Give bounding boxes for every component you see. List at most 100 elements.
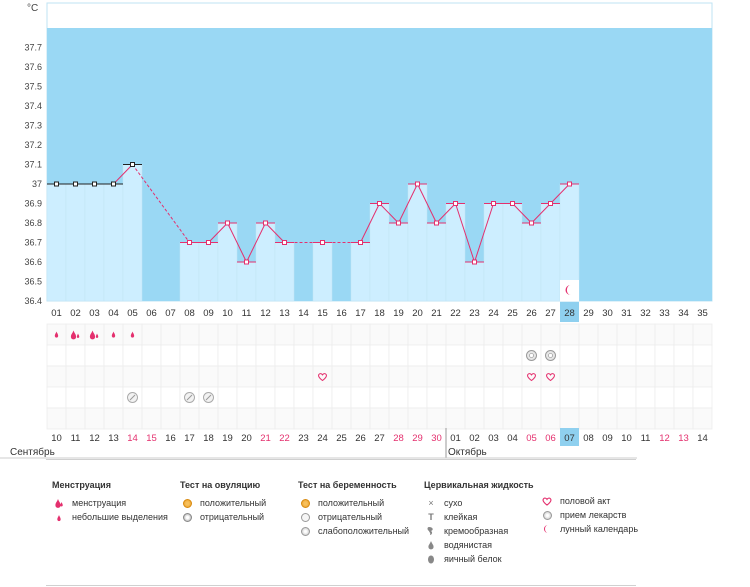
marker-cell (635, 407, 656, 430)
drop-small-icon (52, 511, 66, 523)
marker-cell (65, 407, 86, 430)
marker-cell (407, 344, 428, 367)
temperature-point (529, 220, 534, 226)
marker-cell (464, 407, 485, 430)
legend-pregnancy: Тест на беременность положительный отриц… (298, 480, 409, 538)
marker-cell (483, 323, 504, 346)
marker-cell (540, 407, 561, 430)
marker-cell (312, 344, 333, 367)
calendar-date-label: 03 (488, 433, 499, 444)
marker-cell (198, 323, 219, 346)
marker-cell (179, 323, 200, 346)
marker-cell (635, 323, 656, 346)
marker-cell (540, 365, 561, 388)
y-tick-label: 36.4 (24, 296, 42, 306)
legend-item: половой акт (540, 494, 638, 508)
marker-cell (141, 386, 162, 409)
marker-cell (217, 407, 238, 430)
sticky-icon: T (428, 512, 434, 522)
marker-cell (559, 365, 580, 388)
cycle-day-label: 30 (602, 308, 613, 319)
temperature-point (377, 201, 382, 206)
drop-full-icon (52, 497, 66, 509)
marker-cell (692, 365, 713, 388)
marker-cell (673, 323, 694, 346)
current-date-highlight (560, 428, 579, 446)
marker-cell (331, 344, 352, 367)
legend-item: яичный белок (424, 552, 534, 566)
moon-cell (560, 280, 579, 301)
calendar-date-label: 02 (469, 433, 480, 444)
temperature-line (436, 203, 456, 224)
temperature-bar (179, 242, 200, 302)
marker-cell (160, 407, 181, 430)
temperature-point (111, 181, 116, 187)
calendar-date-label: 11 (71, 433, 81, 444)
marker-cell (502, 365, 523, 388)
ovulation-negative-icon (180, 511, 194, 523)
marker-cell (103, 386, 124, 409)
temperature-point (225, 220, 230, 226)
marker-cell (616, 386, 637, 409)
calendar-date-label: 16 (165, 433, 176, 444)
heart-icon (527, 373, 536, 382)
temperature-bar (65, 183, 86, 302)
marker-cell (426, 323, 447, 346)
legend-item: водянистая (424, 538, 534, 552)
marker-cell (217, 386, 238, 409)
legend-item: лунный календарь (540, 522, 638, 536)
calendar-date-label: 10 (621, 433, 632, 444)
marker-cell (521, 386, 542, 409)
marker-cell (255, 344, 276, 367)
temperature-point (434, 220, 439, 226)
drop-full-icon (89, 330, 96, 340)
marker-cell (255, 323, 276, 346)
calendar-date-label: 17 (184, 433, 195, 444)
y-tick-label: 37.7 (24, 43, 42, 53)
pill-icon-line (129, 394, 136, 401)
legend-label: водянистая (444, 540, 493, 550)
calendar-date-label: 23 (298, 433, 309, 444)
marker-cell (559, 344, 580, 367)
marker-cell (673, 365, 694, 388)
marker-cell (350, 344, 371, 367)
temperature-point (263, 220, 268, 226)
temperature-bar (122, 164, 143, 302)
calendar-date-label: 29 (412, 433, 423, 444)
marker-cell (65, 386, 86, 409)
temperature-line (474, 203, 494, 263)
marker-cell (312, 386, 333, 409)
cycle-day-label: 08 (184, 308, 195, 319)
drop-small-icon (54, 331, 59, 338)
marker-cell (122, 344, 143, 367)
marker-cell (160, 386, 181, 409)
cycle-day-label: 10 (222, 308, 233, 319)
cycle-day-label: 26 (526, 308, 537, 319)
y-axis-title: °C (27, 3, 38, 14)
marker-cell (388, 323, 409, 346)
temperature-bar (236, 261, 257, 302)
cycle-day-label: 34 (678, 308, 689, 319)
pregnancy-negative-icon (298, 511, 312, 523)
marker-cell (388, 344, 409, 367)
heart-icon (318, 373, 327, 382)
marker-cell (521, 407, 542, 430)
marker-cell (426, 344, 447, 367)
legend-label: половой акт (560, 496, 611, 506)
legend-item: слабоположительный (298, 524, 409, 538)
marker-cell (407, 323, 428, 346)
marker-cell (578, 323, 599, 346)
marker-cell (65, 344, 86, 367)
temperature-line (550, 183, 570, 204)
marker-cell (84, 344, 105, 367)
marker-cell (65, 365, 86, 388)
marker-cell (502, 386, 523, 409)
marker-cell (122, 407, 143, 430)
temperature-bar (103, 183, 124, 302)
marker-cell (445, 365, 466, 388)
marker-cell (578, 344, 599, 367)
drop-small-icon (111, 331, 116, 338)
marker-cell (84, 365, 105, 388)
temperature-bar (198, 242, 219, 302)
cycle-day-label: 21 (431, 308, 442, 319)
